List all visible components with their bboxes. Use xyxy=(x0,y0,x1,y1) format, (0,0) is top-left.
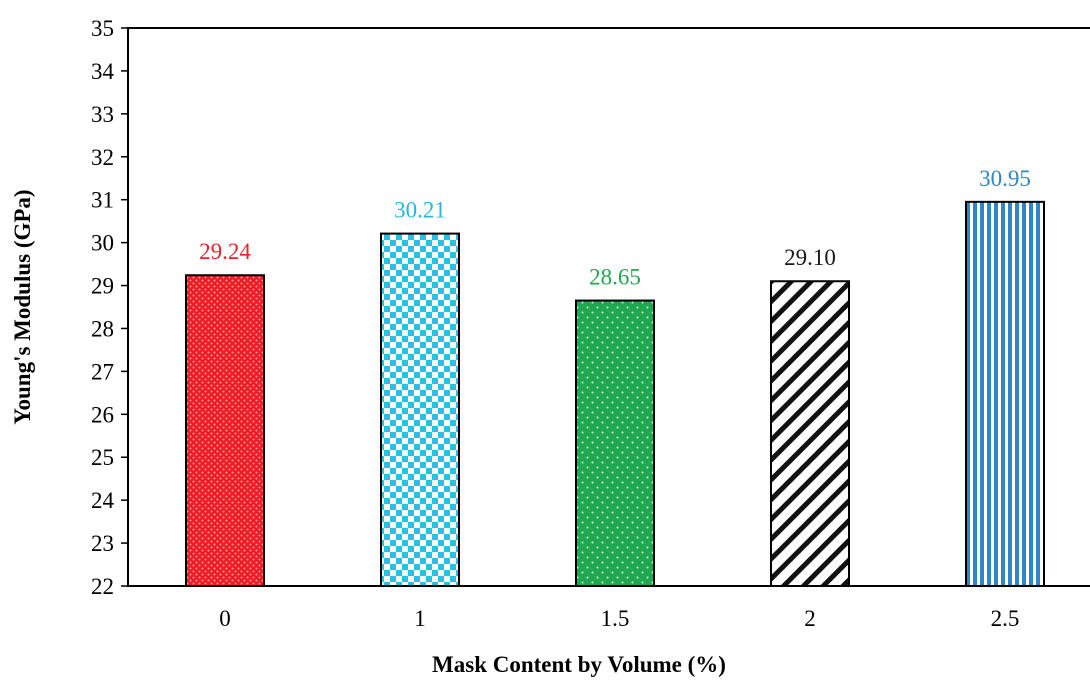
y-tick-label: 31 xyxy=(91,188,114,213)
y-tick-label: 26 xyxy=(91,402,114,427)
bar-1 xyxy=(380,232,460,587)
y-tick-label: 22 xyxy=(91,574,114,599)
bars xyxy=(185,200,1045,587)
y-tick-label: 33 xyxy=(91,102,114,127)
y-axis-title: Young's Modulus (GPa) xyxy=(10,189,35,424)
x-axis-ticks: 0 1 1.5 2 2.5 xyxy=(219,606,1019,631)
plot-area-border xyxy=(127,27,1090,587)
data-label: 29.24 xyxy=(199,239,251,264)
y-tick-label: 30 xyxy=(91,231,114,256)
y-tick-label: 32 xyxy=(91,145,114,170)
y-tick-label: 34 xyxy=(91,59,115,84)
x-tick-label: 0 xyxy=(219,606,231,631)
x-axis-title: Mask Content by Volume (%) xyxy=(432,652,726,677)
bar-2 xyxy=(770,280,850,587)
x-tick-label: 2 xyxy=(804,606,816,631)
y-tick-label: 24 xyxy=(91,488,115,513)
y-tick-label: 29 xyxy=(91,274,114,299)
data-label: 30.21 xyxy=(394,198,446,223)
data-label: 29.10 xyxy=(784,245,836,270)
y-axis-ticks: 22 23 24 25 26 27 28 29 30 31 32 33 34 35 xyxy=(91,16,128,599)
data-label: 28.65 xyxy=(589,265,641,290)
bar-0 xyxy=(185,274,265,587)
y-tick-label: 23 xyxy=(91,531,114,556)
y-tick-label: 35 xyxy=(91,16,114,41)
y-tick-label: 28 xyxy=(91,316,114,341)
x-tick-label: 1 xyxy=(414,606,426,631)
bar-2-5 xyxy=(965,200,1045,587)
y-tick-label: 27 xyxy=(91,359,114,384)
x-tick-label: 2.5 xyxy=(991,606,1020,631)
y-tick-label: 25 xyxy=(91,445,114,470)
data-labels: 29.24 30.21 28.65 29.10 30.95 xyxy=(199,166,1031,290)
bar-1-5 xyxy=(575,299,655,587)
x-tick-label: 1.5 xyxy=(601,606,630,631)
data-label: 30.95 xyxy=(979,166,1031,191)
